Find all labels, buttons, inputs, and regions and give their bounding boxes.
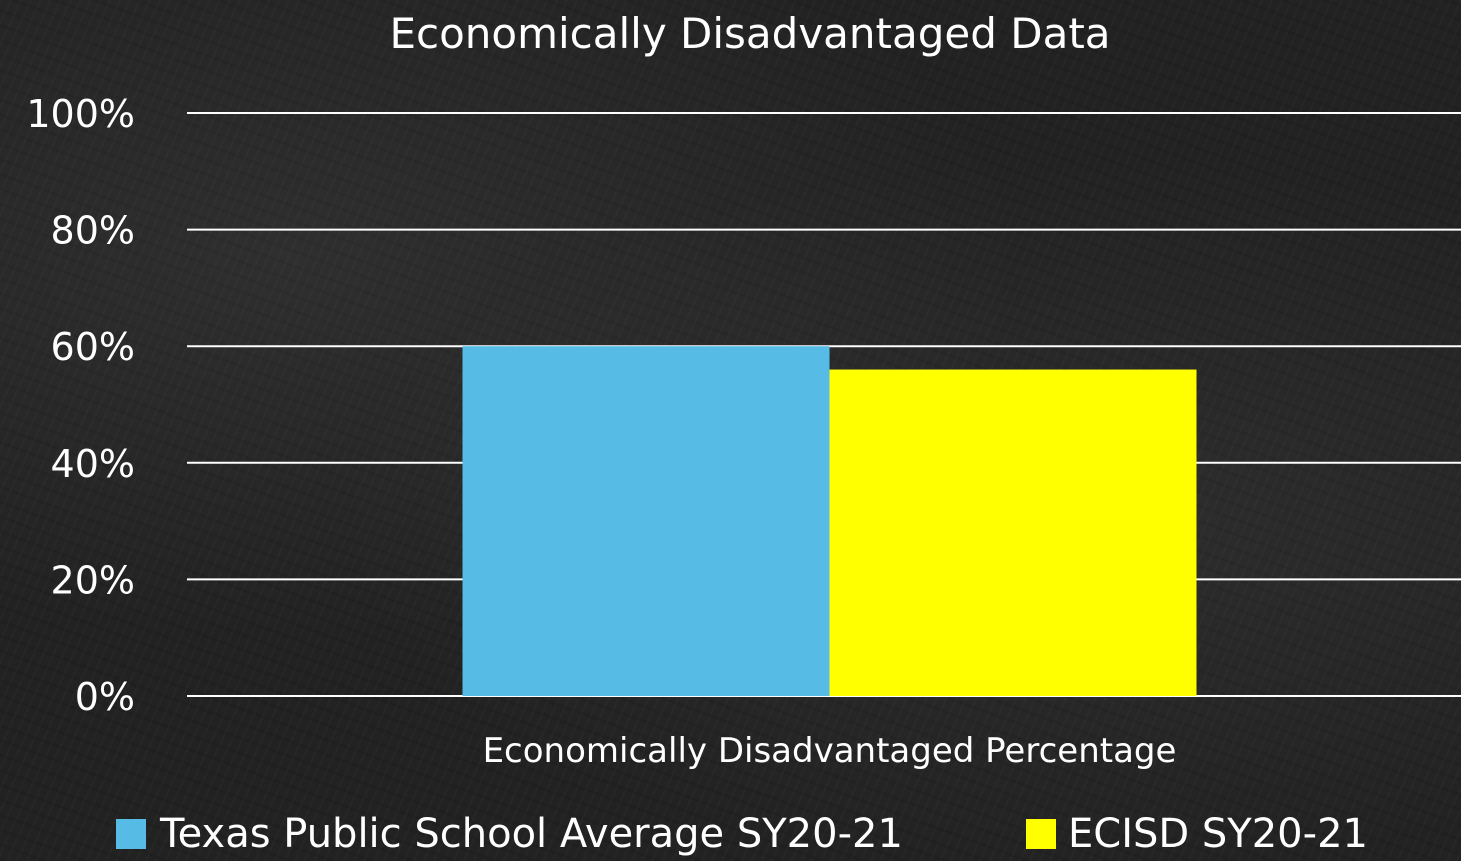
legend-swatch-2 [1026, 819, 1056, 849]
y-tick-label: 40% [51, 442, 135, 486]
legend-label-2: ECISD SY20-21 [1068, 811, 1368, 857]
y-tick-label: 0% [75, 675, 135, 719]
legend-swatch-1 [116, 819, 146, 849]
x-axis-category-labels: Economically Disadvantaged Percentage [483, 731, 1177, 771]
y-axis-tick-labels: 0% 20% 40% 60% 80% 100% [26, 92, 135, 719]
legend: Texas Public School Average SY20-21 ECISD… [116, 811, 1368, 857]
y-tick-label: 80% [51, 209, 135, 253]
y-tick-label: 100% [26, 92, 135, 136]
bars [462, 346, 1197, 696]
chart-title: Economically Disadvantaged Data [389, 9, 1110, 58]
y-tick-label: 60% [51, 325, 135, 369]
x-category-label: Economically Disadvantaged Percentage [483, 731, 1177, 771]
bar-1 [462, 346, 830, 696]
legend-label-1: Texas Public School Average SY20-21 [159, 811, 903, 857]
bar-2 [829, 369, 1197, 696]
y-tick-label: 20% [51, 558, 135, 602]
